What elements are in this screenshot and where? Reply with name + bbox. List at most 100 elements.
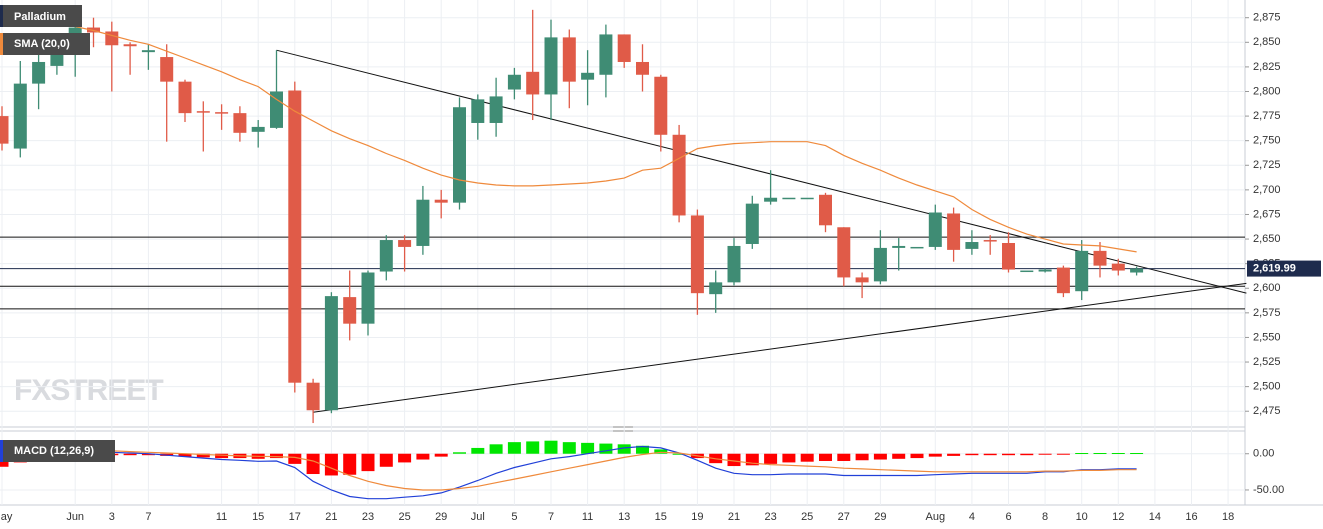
candle-body: [947, 213, 961, 250]
candle-body: [1093, 250, 1107, 266]
x-tick-label: 15: [252, 511, 264, 523]
legend-macd: MACD (12,26,9): [14, 445, 94, 457]
candle-body: [690, 215, 704, 294]
candle-body: [654, 76, 668, 135]
candle-body: [672, 134, 686, 216]
macd-bar: [123, 453, 137, 456]
x-tick-label: 27: [838, 511, 850, 523]
y-tick-label: 2,675: [1253, 208, 1281, 220]
candle-body: [745, 203, 759, 244]
x-tick-label: 21: [325, 511, 337, 523]
candle-body: [50, 54, 64, 66]
candle-body: [105, 31, 119, 46]
x-tick-label: 4: [969, 511, 975, 523]
x-tick-label: 11: [582, 511, 593, 523]
macd-bar: [361, 453, 375, 472]
candle-body: [288, 90, 302, 383]
x-tick-label: 23: [362, 511, 374, 523]
y-tick-label: 2,800: [1253, 85, 1281, 97]
candle-body: [361, 272, 375, 324]
x-tick-label: 10: [1076, 511, 1088, 523]
candle-body: [343, 297, 357, 324]
candle-body: [160, 57, 174, 82]
y-tick-label: 2,775: [1253, 110, 1281, 122]
trend-line: [313, 282, 1247, 413]
macd-bar: [1056, 453, 1070, 455]
candle-body: [489, 96, 503, 123]
legend-box: [0, 33, 90, 55]
candle-body: [1111, 263, 1125, 271]
candle-body: [471, 99, 485, 123]
candle-body: [32, 61, 46, 84]
macd-bar: [178, 453, 192, 457]
candle-body: [1002, 242, 1015, 270]
candle-body: [379, 240, 393, 272]
x-tick-label: 14: [1149, 511, 1161, 523]
candle-body: [324, 296, 338, 411]
macd-bar: [1075, 453, 1089, 455]
macd-bar: [343, 453, 357, 475]
candle-body: [434, 199, 448, 203]
macd-bar: [324, 453, 338, 476]
candle-body: [983, 240, 997, 242]
macd-bar: [1020, 453, 1034, 456]
x-tick-label: Jun: [66, 511, 84, 523]
x-tick-label: Aug: [926, 511, 946, 523]
macd-bar: [306, 453, 320, 475]
candle-body: [1020, 270, 1034, 273]
candle-body: [873, 247, 887, 282]
candle-body: [1056, 267, 1070, 294]
macd-bar: [471, 447, 485, 454]
macd-bar: [599, 443, 613, 454]
legend-title: Palladium: [14, 11, 66, 23]
y-tick-label: 2,500: [1253, 381, 1281, 393]
macd-bar: [672, 453, 686, 455]
macd-bar: [489, 444, 503, 454]
x-tick-label: 25: [801, 511, 813, 523]
last-price-box: [1247, 260, 1321, 277]
x-tick-label: Jul: [471, 511, 485, 523]
y-tick-label: 0.00: [1253, 448, 1274, 460]
macd-bar: [1111, 453, 1125, 455]
x-tick-label: 7: [145, 511, 151, 523]
candle-body: [270, 91, 283, 128]
candle-body: [892, 245, 906, 248]
x-tick-label: 7: [548, 511, 554, 523]
macd-bar: [434, 453, 448, 457]
candle-body: [306, 382, 320, 411]
last-price-label: 2,619.99: [1253, 262, 1296, 274]
pane-handle[interactable]: [613, 426, 633, 432]
macd-bar: [764, 453, 778, 464]
x-tick-label: 5: [511, 511, 517, 523]
macd-bar: [141, 453, 155, 456]
x-tick-label: 3: [109, 511, 115, 523]
macd-bar: [215, 453, 229, 459]
x-tick-label: 29: [874, 511, 886, 523]
legend-sma: SMA (20,0): [14, 38, 70, 50]
macd-bar: [892, 453, 906, 459]
candle-body: [855, 277, 869, 283]
macd-bar: [453, 452, 466, 454]
legend-stripe: [0, 5, 3, 27]
macd-bar: [1038, 453, 1052, 455]
candle-body: [800, 197, 814, 200]
candle-body: [727, 245, 741, 283]
candle-body: [764, 197, 778, 202]
macd-bar: [654, 449, 668, 454]
candle-body: [141, 50, 155, 53]
candle-body: [0, 116, 9, 144]
macd-bar: [270, 453, 283, 459]
x-tick-label: 18: [1222, 511, 1234, 523]
candle-body: [562, 37, 576, 82]
macd-bar: [928, 453, 942, 457]
x-tick-label: 15: [655, 511, 667, 523]
macd-bar: [507, 442, 521, 454]
y-tick-label: 2,600: [1253, 282, 1281, 294]
y-tick-label: 2,475: [1253, 405, 1281, 417]
candle-body: [233, 113, 247, 133]
candle-body: [636, 61, 649, 75]
candle-body: [416, 199, 430, 246]
candle-body: [251, 126, 265, 132]
x-tick-label: 6: [1005, 511, 1011, 523]
